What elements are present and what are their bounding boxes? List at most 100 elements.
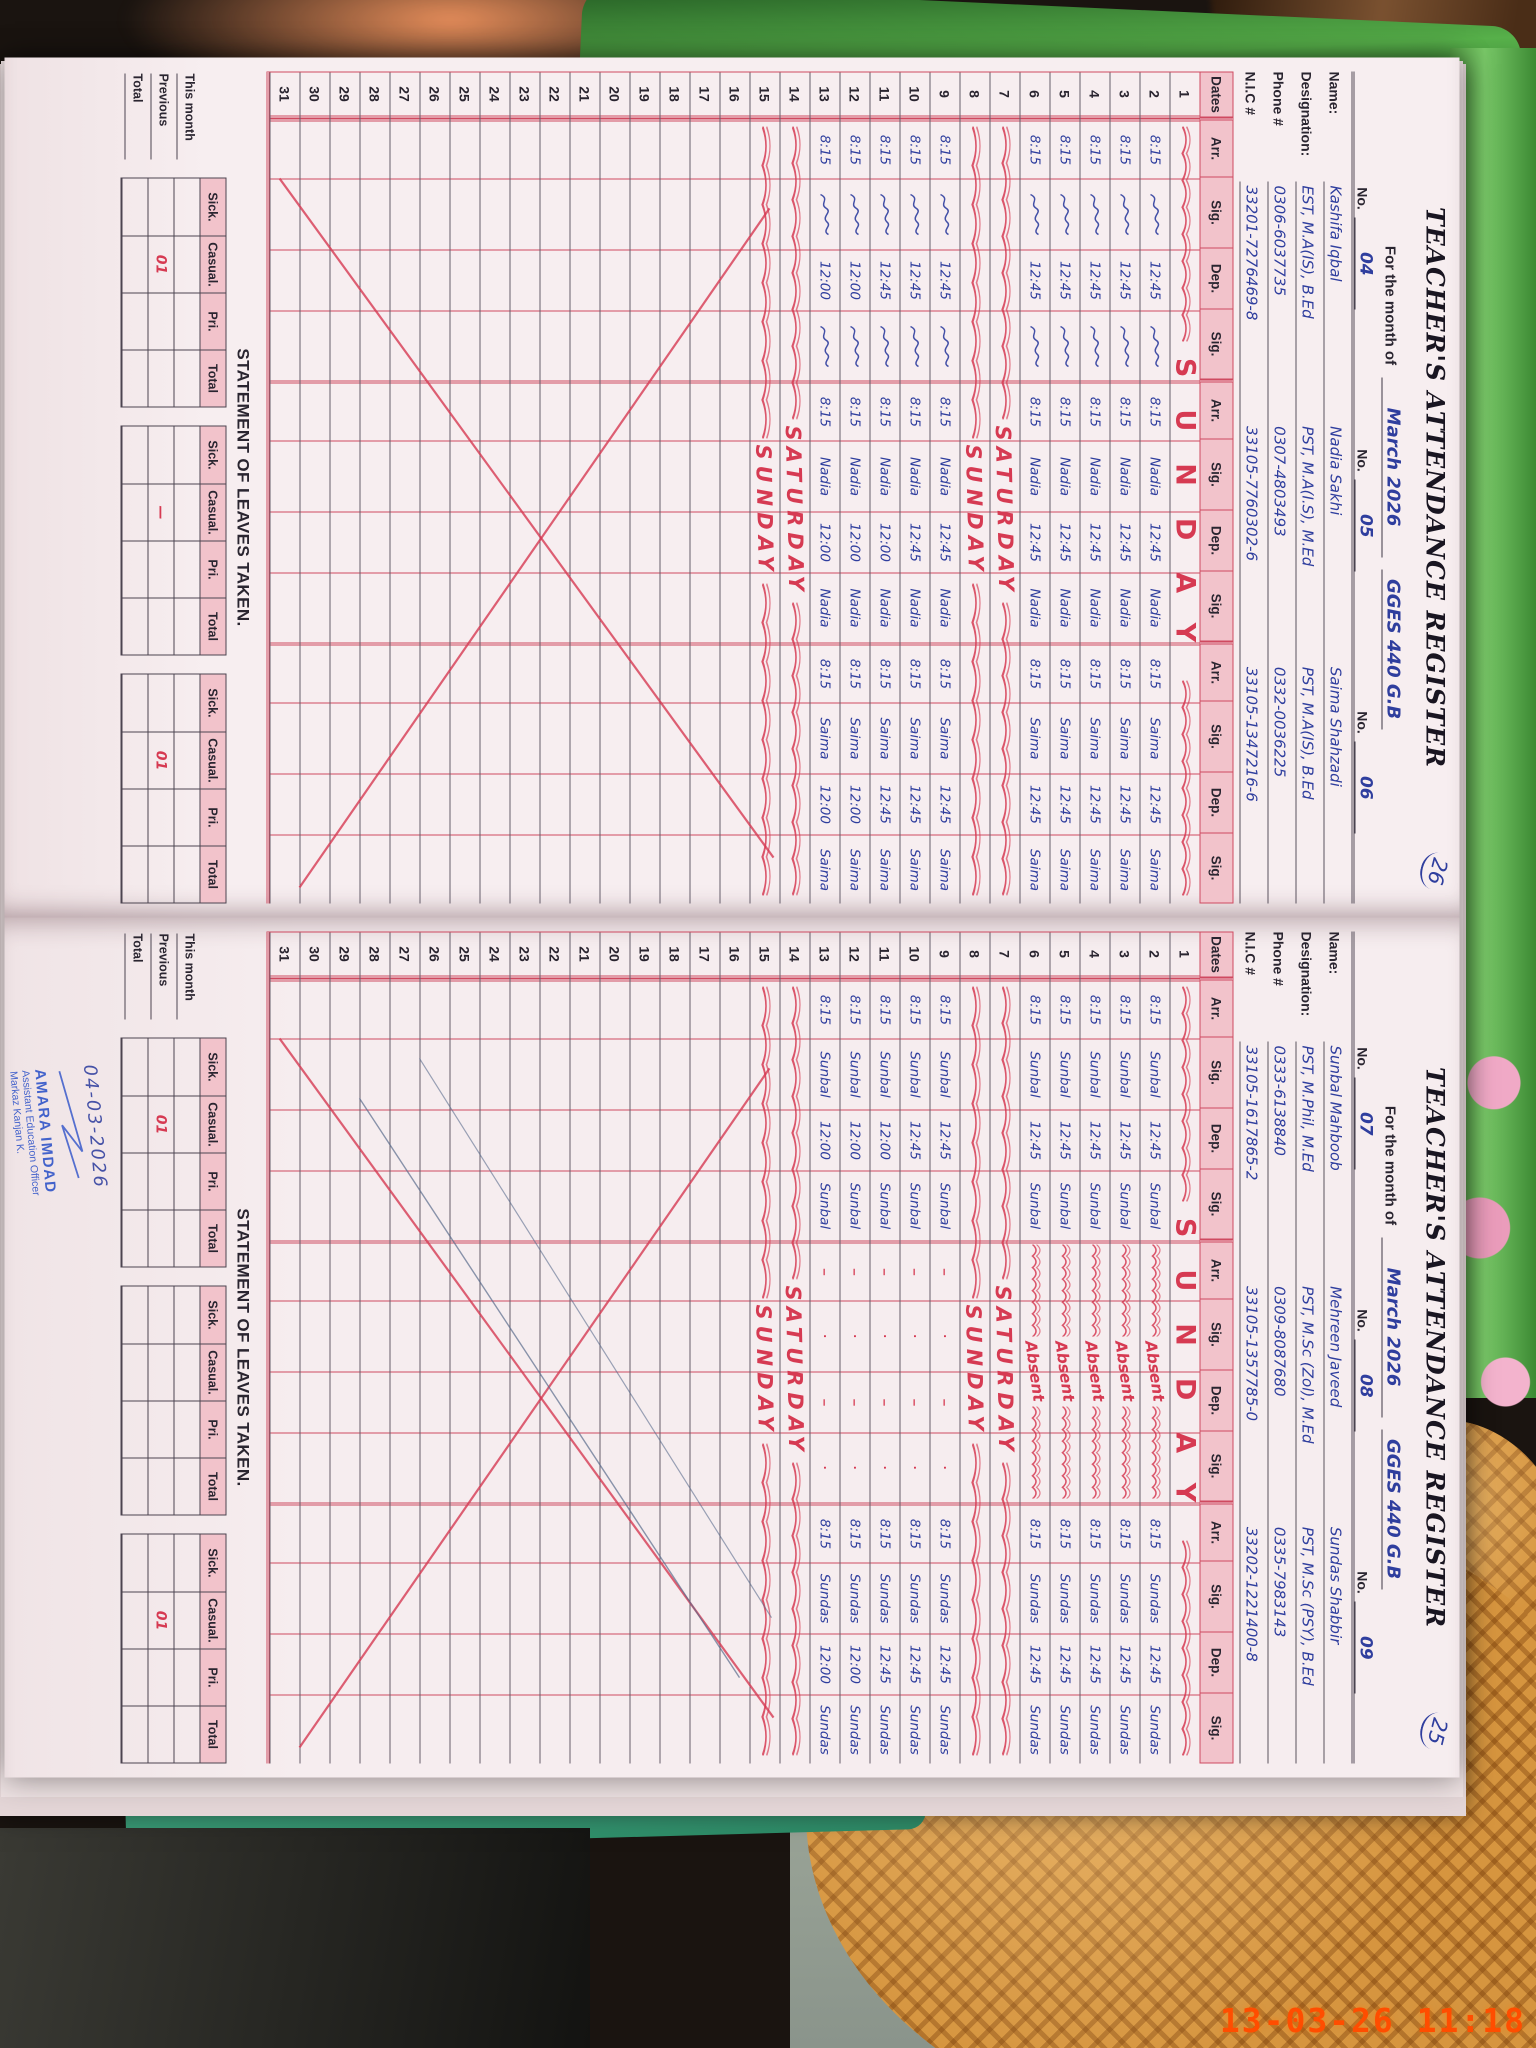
entry-cell: 12:45 <box>870 1633 900 1695</box>
day-name-overlay: SUNDAY <box>751 119 780 904</box>
date-number-cell: 21 <box>570 932 600 979</box>
entry-cell: – <box>930 1240 960 1301</box>
signature-name: Sundas <box>1027 1705 1043 1755</box>
entry-cell: Sunbal <box>810 1038 840 1110</box>
entry-cell: 12:45 <box>900 1109 930 1171</box>
date-number-cell: 20 <box>600 932 630 979</box>
entry-cell: Sundas <box>930 1694 960 1765</box>
teacher-number-block: No. 09 <box>1354 1502 1376 1764</box>
signature-name: Saima <box>937 848 953 892</box>
departure-time: 12:45 <box>907 261 923 300</box>
entry-cell <box>1050 178 1080 250</box>
entry-cell <box>900 310 930 381</box>
entry-cell: 8:15 <box>1020 1502 1050 1563</box>
signature-name: Saima <box>907 717 923 760</box>
leaves-value-cell <box>173 349 200 407</box>
leaves-value-cell <box>147 1457 174 1515</box>
departure-time: 12:45 <box>1057 261 1073 300</box>
departure-time: 12:45 <box>937 1121 953 1160</box>
teacher-info-row-designation: Designation: EST, M.A(IS), B.Ed PST, M.A(I… <box>1295 72 1324 904</box>
leaves-column-header: Total <box>199 1457 226 1515</box>
entry-cell: 8:15 <box>1140 380 1170 441</box>
date-number-cell: 24 <box>480 932 510 979</box>
signature-name: Nadia <box>1117 457 1133 496</box>
entry-cell: Nadia <box>1050 440 1080 512</box>
departure-time: 12:45 <box>1027 523 1043 562</box>
signature-scribble <box>1060 193 1070 236</box>
departure-time: 12:45 <box>1057 1645 1073 1684</box>
leaves-column-header: Pri. <box>199 540 226 598</box>
arrival-time: 8:15 <box>1027 994 1043 1026</box>
red-wavy-line <box>1091 1406 1102 1499</box>
day-name-overlay: SATURDAY <box>991 119 1020 904</box>
red-wavy-line <box>1181 1540 1192 1756</box>
date-number-cell: 6 <box>1020 932 1050 979</box>
arrival-time: 8:15 <box>817 658 833 690</box>
arrival-time: 8:15 <box>817 994 833 1026</box>
teacher-designation-value: PST, M.Sc (PSY), B.Ed <box>1295 1522 1317 1764</box>
absent-tick-mark: · <box>877 1334 893 1339</box>
entry-cell: Sundas <box>1110 1694 1140 1765</box>
entry-cell: – <box>840 1371 870 1433</box>
entry-cell: Sunbal <box>810 1170 840 1241</box>
entry-cell: 12:45 <box>1110 1633 1140 1695</box>
day-name-overlay: SUNDAY <box>1170 119 1201 904</box>
signature-name: Saima <box>1027 717 1043 760</box>
signature-name: Saima <box>1147 848 1163 892</box>
teacher-name-value: Nadia Sakhi <box>1323 422 1345 663</box>
date-number-cell: 16 <box>720 72 750 119</box>
teacher-nic-value: 33201-7276469-8 <box>1239 181 1261 423</box>
date-number-cell: 22 <box>540 72 570 119</box>
phone-label: Phone # <box>1270 931 1287 986</box>
teacher-name-value: Sunbal Mahboob <box>1323 1041 1345 1283</box>
signature-name: Saima <box>847 717 863 760</box>
red-wavy-line <box>761 126 772 439</box>
signature-name: Saima <box>907 848 923 892</box>
entry-cell: 8:15 <box>930 1502 960 1563</box>
entry-cell: 12:45 <box>1020 1633 1050 1695</box>
departure-time: 12:00 <box>847 523 863 562</box>
departure-time: 12:45 <box>1147 523 1163 562</box>
teacher-name-value: Sundas Shabbir <box>1323 1522 1345 1764</box>
leaves-statement: STATEMENT OF LEAVES TAKEN. This month Prev… <box>120 72 253 904</box>
leaves-value-cell <box>121 1209 148 1267</box>
entry-cell: 8:15 <box>810 380 840 441</box>
leaves-value-cell <box>121 1648 148 1706</box>
arrival-time: 8:15 <box>937 994 953 1026</box>
teacher-info-row-name: Name: Sunbal Mahboob Mehreen Javeed Sundas … <box>1323 932 1352 1764</box>
no-label: No. <box>1354 1571 1371 1594</box>
entry-cell: 8:15 <box>900 1502 930 1563</box>
column-header-cell: Dep. <box>1199 1370 1234 1432</box>
entry-cell: 8:15 <box>1050 978 1080 1039</box>
entry-cell: Saima <box>840 834 870 905</box>
school-name: GGES 440 G.B <box>1381 569 1404 730</box>
entry-cell: · <box>870 1432 900 1503</box>
date-number-cell: 15 <box>750 932 780 979</box>
entry-cell: Sundas <box>870 1562 900 1634</box>
date-row: 4 8:15 12:45 8:15 Nadia 12:45 Nadia 8:15 Saima 12… <box>1079 72 1110 905</box>
leaves-mini-table: Sick. Casual. Pri. Total 01 <box>120 673 227 904</box>
signature-name: Saima <box>877 717 893 760</box>
signature-scribble <box>1090 193 1100 236</box>
teacher-nic-value: 33105-7760302-6 <box>1239 422 1261 663</box>
teacher-nic-value: 33105-1357785-0 <box>1239 1282 1261 1523</box>
entry-cell: Saima <box>930 834 960 905</box>
entry-cell: 12:00 <box>840 249 870 311</box>
signature-name: Sundas <box>877 1573 893 1624</box>
no-label: No. <box>1354 1047 1371 1070</box>
arrival-time: 8:15 <box>1057 134 1073 166</box>
signature-scribble <box>1030 325 1040 367</box>
entry-cell: Sundas <box>1140 1694 1170 1765</box>
entry-cell: 8:15 <box>1140 1502 1170 1563</box>
entry-cell: 8:15 <box>930 380 960 441</box>
entry-cell: Sunbal <box>1080 1170 1110 1241</box>
date-number-cell: 19 <box>630 72 660 119</box>
departure-time: 12:00 <box>877 523 893 562</box>
leaves-value-cell: 01 <box>147 1095 174 1153</box>
dates-header-cell: Dates <box>1199 931 1234 978</box>
teacher-info-row-name: Name: Kashifa Iqbal Nadia Sakhi Saima Shahz… <box>1323 72 1352 904</box>
entry-cell: Sundas <box>1050 1562 1080 1634</box>
leaves-column-header: Casual. <box>199 235 226 293</box>
no-label: No. <box>1354 711 1371 734</box>
month-prefix-label: For the month of <box>1381 245 1399 366</box>
